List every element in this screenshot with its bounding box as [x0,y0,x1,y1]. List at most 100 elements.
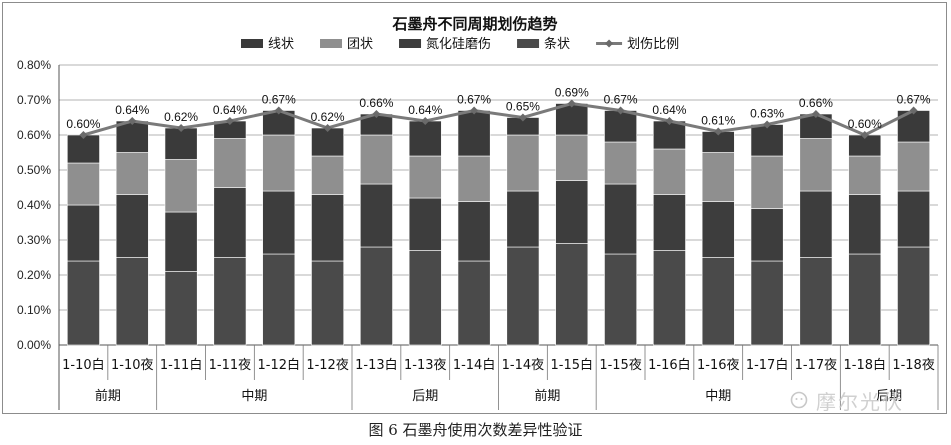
y-tick-label: 0.60% [17,128,51,142]
ratio-data-label: 0.69% [555,86,589,100]
ratio-data-label: 0.64% [213,103,247,117]
bar-segment [750,260,784,346]
x-tick-label: 1-14白 [453,357,496,373]
bar-segment [555,180,589,244]
bar-segment [701,257,735,346]
ratio-marker [274,106,283,115]
bar-segment [897,110,930,143]
bar-segment [67,162,100,206]
ratio-marker [909,106,918,115]
bar-segment [457,110,491,157]
ratio-marker [860,131,869,139]
bar-segment [506,246,540,346]
legend-label: 划伤比例 [627,37,679,52]
bar-segment [115,194,149,258]
ratio-data-label: 0.60% [66,117,100,131]
bar-segment [164,211,198,272]
bar-segment [311,127,344,157]
bar-segment [897,190,930,248]
bar-segment [408,197,442,251]
ratio-marker [714,127,723,136]
bar-segment [799,138,833,192]
ratio-marker [763,120,772,129]
y-tick-label: 0.50% [17,163,51,177]
ratio-data-label: 0.64% [408,103,442,117]
bar-segment [506,190,540,248]
ratio-data-label: 0.65% [506,100,540,114]
bar-segment [457,155,491,202]
ratio-line [83,101,915,137]
bar-segment [67,260,100,346]
bar-segment [311,194,344,262]
x-tick-label: 1-15夜 [599,358,642,373]
legend-label: 团状 [347,37,373,52]
bar-segment [262,134,296,192]
bar-segment [164,127,198,160]
x-tick-label: 1-12夜 [306,358,349,373]
ratio-data-label: 0.62% [311,110,345,124]
group-label: 中期 [241,389,267,404]
ratio-data-label: 0.66% [359,96,393,110]
x-tick-label: 1-10白 [62,357,105,373]
ratio-data-label: 0.61% [701,114,735,128]
legend-swatch [320,39,343,48]
bar-segment [848,155,882,195]
x-tick-label: 1-11夜 [209,358,252,373]
legend-swatch [241,39,263,48]
x-tick-label: 1-18白 [843,357,886,373]
bar-segment [311,260,344,346]
group-label: 后期 [876,389,902,404]
bar-segment [506,134,540,192]
ratio-marker [616,106,625,115]
bar-segment [311,155,344,195]
bar-segment [262,190,296,255]
ratio-marker [79,131,88,139]
legend-label: 线状 [268,37,294,52]
y-tick-label: 0.00% [17,338,51,352]
y-tick-label: 0.40% [17,198,51,212]
bar-segment [701,152,735,202]
bar-segment [360,246,393,346]
x-tick-label: 1-11白 [160,357,203,373]
chart-title: 石墨舟不同周期划伤趋势 [391,15,557,33]
ratio-marker [811,110,820,118]
watermark-text: 摩尔光伏 [816,389,904,414]
group-label: 中期 [705,389,731,404]
bar-segment [555,243,589,346]
ratio-data-label: 0.66% [799,96,833,110]
y-tick-label: 0.20% [17,268,51,282]
bar-segment [457,260,491,346]
bar-segment [213,138,247,188]
bar-segment [360,183,393,248]
x-tick-label: 1-10夜 [111,358,154,373]
watermark: 摩尔光伏 [790,388,940,414]
legend-label: 氮化硅磨伤 [426,37,491,52]
ratio-data-label: 0.67% [457,93,491,107]
bar-segment [360,134,393,185]
ratio-marker [177,124,186,132]
bar-segment [67,204,100,262]
ratio-marker [567,99,576,108]
ratio-data-label: 0.60% [848,117,882,131]
ratio-data-label: 0.64% [652,103,686,117]
bar-segment [653,148,686,195]
bar-segment [604,183,637,255]
x-tick-label: 1-14夜 [502,358,545,373]
ratio-data-label: 0.63% [750,107,784,121]
ratio-marker [665,117,674,125]
bar-segment [408,250,442,346]
bar-segment [115,152,149,195]
bar-segment [115,257,149,346]
figure-caption: 图 6 石墨舟使用次数差异性验证 [368,421,583,439]
ratio-data-label: 0.67% [604,93,638,107]
x-tick-label: 1-15白 [550,357,593,373]
bar-segment [653,120,686,150]
x-tick-label: 1-17白 [746,357,789,373]
ratio-marker [470,106,479,115]
legend-swatch [399,39,422,48]
x-tick-label: 1-13夜 [404,358,447,373]
bar-segment [701,201,735,258]
ratio-data-label: 0.62% [164,110,198,124]
bar-segment [848,253,882,346]
